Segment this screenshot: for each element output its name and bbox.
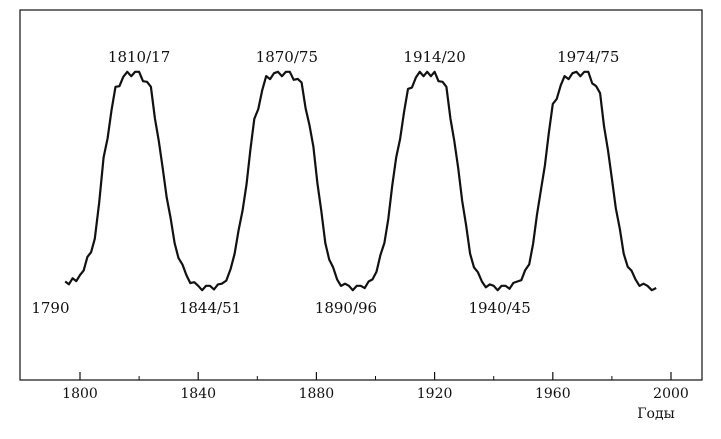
- x-tick-label: 2000: [653, 386, 689, 402]
- x-axis-label: Годы: [637, 406, 674, 422]
- x-tick-label: 1920: [417, 386, 453, 402]
- peak-label: 1974/75: [557, 48, 619, 66]
- series-line: [64, 70, 657, 292]
- plot-frame: [19, 9, 703, 381]
- peak-labels: 1810/17 1870/75 1914/20 1974/75: [108, 48, 619, 66]
- x-tick-label: 1960: [535, 386, 571, 402]
- x-tick-label: 1880: [299, 386, 335, 402]
- peak-label: 1914/20: [403, 48, 465, 66]
- trough-label: 1890/96: [315, 299, 377, 317]
- x-tick-label: 1800: [62, 386, 98, 402]
- peak-label: 1810/17: [108, 48, 170, 66]
- x-tick-label: 1840: [180, 386, 216, 402]
- peak-label: 1870/75: [256, 48, 318, 66]
- trough-label: 1940/45: [468, 299, 530, 317]
- x-axis-ticks: 1800 1840 1880 1920 1960 2000: [62, 372, 689, 402]
- trough-labels: 1790 1844/51 1890/96 1940/45: [31, 299, 530, 317]
- trough-label: 1790: [31, 299, 69, 317]
- trough-label: 1844/51: [179, 299, 241, 317]
